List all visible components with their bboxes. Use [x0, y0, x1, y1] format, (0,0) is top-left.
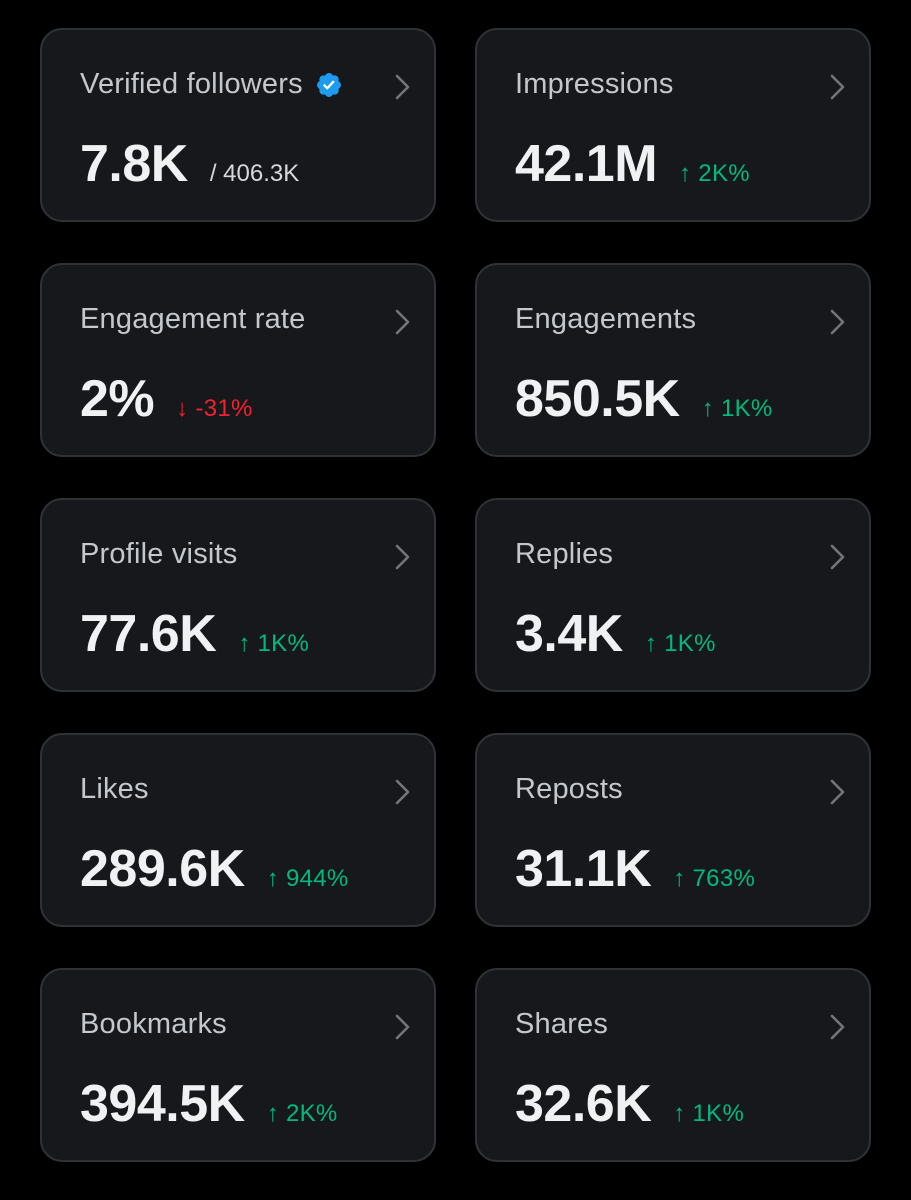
metric-value: 394.5K: [80, 1075, 245, 1133]
chevron-right-icon[interactable]: [827, 777, 849, 807]
metric-change: ↑ 1K%: [673, 1100, 745, 1127]
metric-title-row: Reposts: [515, 773, 623, 806]
metric-title: Verified followers: [80, 68, 303, 100]
metric-title-row: Bookmarks: [80, 1008, 227, 1041]
metric-change: ↑ 1K%: [644, 630, 716, 657]
metric-title-row: Replies: [515, 538, 613, 571]
metric-title-row: Engagements: [515, 303, 696, 336]
metric-title: Bookmarks: [80, 1008, 227, 1040]
metric-change: ↑ 763%: [673, 865, 756, 892]
verified-badge-icon: [316, 72, 341, 97]
metric-card-likes[interactable]: Likes 289.6K ↑ 944%: [40, 733, 436, 927]
chevron-right-icon[interactable]: [827, 307, 849, 337]
chevron-right-icon[interactable]: [392, 72, 414, 102]
metric-title-row: Engagement rate: [80, 303, 305, 336]
chevron-right-icon[interactable]: [392, 777, 414, 807]
metric-value-row: 42.1M ↑ 2K%: [515, 134, 750, 194]
metric-value: 3.4K: [515, 605, 623, 663]
metric-value: 42.1M: [515, 135, 658, 193]
metric-value: 7.8K: [80, 135, 188, 193]
metric-value-row: 31.1K ↑ 763%: [515, 839, 755, 899]
metric-total: / 406.3K: [209, 160, 300, 187]
metric-card-profile-visits[interactable]: Profile visits 77.6K ↑ 1K%: [40, 498, 436, 692]
chevron-right-icon[interactable]: [392, 1012, 414, 1042]
metric-title: Engagement rate: [80, 303, 306, 335]
chevron-right-icon[interactable]: [392, 542, 414, 572]
chevron-right-icon[interactable]: [392, 307, 414, 337]
metric-title: Profile visits: [80, 538, 238, 570]
metric-title-row: Profile visits: [80, 538, 238, 571]
metric-change: ↓ -31%: [176, 395, 253, 422]
chevron-right-icon[interactable]: [827, 542, 849, 572]
metric-title: Likes: [80, 773, 149, 805]
metric-title: Impressions: [515, 68, 674, 100]
chevron-right-icon[interactable]: [827, 1012, 849, 1042]
metric-title: Engagements: [515, 303, 697, 335]
metric-card-engagement-rate[interactable]: Engagement rate 2% ↓ -31%: [40, 263, 436, 457]
metric-value: 31.1K: [515, 840, 652, 898]
metric-title-row: Likes: [80, 773, 149, 806]
metric-title-row: Shares: [515, 1008, 608, 1041]
metric-card-engagements[interactable]: Engagements 850.5K ↑ 1K%: [475, 263, 871, 457]
metric-value-row: 7.8K / 406.3K: [80, 134, 299, 194]
metric-value-row: 289.6K ↑ 944%: [80, 839, 349, 899]
metric-value: 2%: [80, 370, 155, 428]
metric-change: ↑ 1K%: [238, 630, 310, 657]
metric-value-row: 77.6K ↑ 1K%: [80, 604, 309, 664]
metric-card-shares[interactable]: Shares 32.6K ↑ 1K%: [475, 968, 871, 1162]
metric-value-row: 394.5K ↑ 2K%: [80, 1074, 338, 1134]
metric-value: 32.6K: [515, 1075, 652, 1133]
metric-title: Reposts: [515, 773, 623, 805]
metric-card-verified-followers[interactable]: Verified followers 7.8K / 406.3K: [40, 28, 436, 222]
metric-title-row: Impressions: [515, 68, 674, 101]
metric-value-row: 2% ↓ -31%: [80, 369, 253, 429]
chevron-right-icon[interactable]: [827, 72, 849, 102]
metric-value-row: 850.5K ↑ 1K%: [515, 369, 773, 429]
metric-change: ↑ 2K%: [266, 1100, 338, 1127]
metric-value-row: 32.6K ↑ 1K%: [515, 1074, 744, 1134]
metric-title-row: Verified followers: [80, 68, 343, 101]
metric-card-impressions[interactable]: Impressions 42.1M ↑ 2K%: [475, 28, 871, 222]
metric-change: ↑ 1K%: [701, 395, 773, 422]
metric-title: Replies: [515, 538, 614, 570]
metric-value: 850.5K: [515, 370, 680, 428]
metric-value-row: 3.4K ↑ 1K%: [515, 604, 716, 664]
metric-title: Shares: [515, 1008, 609, 1040]
metric-value: 289.6K: [80, 840, 245, 898]
metric-value: 77.6K: [80, 605, 217, 663]
metric-change: ↑ 2K%: [679, 160, 750, 187]
metric-card-replies[interactable]: Replies 3.4K ↑ 1K%: [475, 498, 871, 692]
metric-card-reposts[interactable]: Reposts 31.1K ↑ 763%: [475, 733, 871, 927]
metric-card-bookmarks[interactable]: Bookmarks 394.5K ↑ 2K%: [40, 968, 436, 1162]
metric-change: ↑ 944%: [266, 865, 349, 892]
